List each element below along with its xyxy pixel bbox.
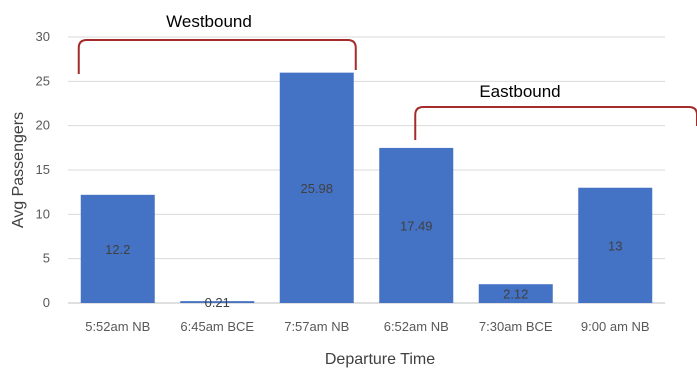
- group-label: Westbound: [166, 12, 252, 31]
- data-label: 13: [608, 238, 622, 253]
- data-label: 0.21: [205, 295, 230, 310]
- group-brackets: Westbound Eastbound: [77, 12, 697, 140]
- x-axis-title: Departure Time: [325, 351, 435, 368]
- data-labels: 12.2 0.21 25.98 17.49 2.12 13: [105, 181, 622, 310]
- group-bracket: [414, 106, 697, 140]
- gridlines: [68, 36, 665, 304]
- bar: [279, 72, 354, 303]
- bar: [379, 147, 454, 303]
- bar: [180, 301, 255, 303]
- bars: [80, 72, 653, 303]
- x-tick-label: 6:52am NB: [384, 319, 449, 334]
- x-tick-label: 7:30am BCE: [479, 319, 553, 334]
- x-axis-ticks: 5:52am NB 6:45am BCE 7:57am NB 6:52am NB 7:3…: [85, 319, 649, 334]
- y-tick-label: 30: [36, 29, 50, 44]
- y-tick-label: 0: [43, 295, 50, 310]
- x-tick-label: 9:00 am NB: [581, 319, 650, 334]
- bar: [478, 284, 553, 303]
- y-tick-label: 5: [43, 251, 50, 266]
- y-tick-label: 15: [36, 162, 50, 177]
- data-label: 25.98: [300, 181, 333, 196]
- x-tick-label: 5:52am NB: [85, 319, 150, 334]
- bar: [80, 194, 155, 303]
- group-label: Eastbound: [479, 82, 560, 101]
- y-tick-label: 10: [36, 206, 50, 221]
- data-label: 2.12: [503, 287, 528, 302]
- y-tick-label: 25: [36, 73, 50, 88]
- y-tick-label: 20: [36, 118, 50, 133]
- bar: [578, 187, 653, 303]
- data-label: 12.2: [105, 242, 130, 257]
- group-bracket: [77, 39, 357, 74]
- y-axis-title: Avg Passengers: [10, 112, 27, 228]
- x-tick-label: 6:45am BCE: [180, 319, 254, 334]
- data-label: 17.49: [400, 218, 433, 233]
- x-tick-label: 7:57am NB: [284, 319, 349, 334]
- y-axis-ticks: 0 5 10 15 20 25 30: [36, 29, 50, 310]
